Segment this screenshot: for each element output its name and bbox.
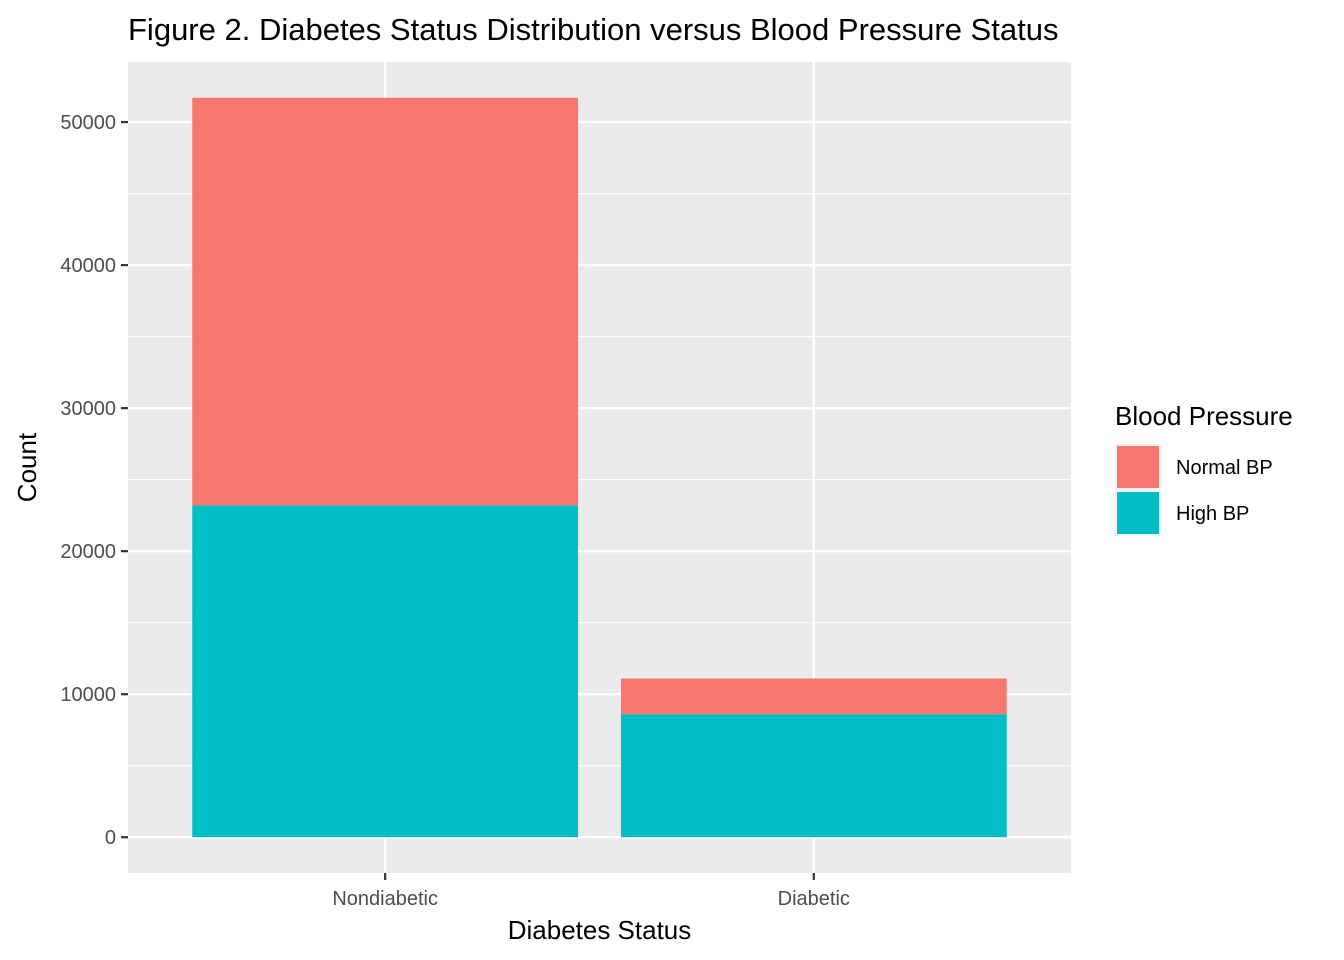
bars	[192, 97, 1007, 838]
y-tick-label: 50000	[60, 112, 116, 134]
x-axis: Nondiabetic Diabetic	[332, 873, 850, 910]
y-tick-label: 0	[105, 827, 116, 849]
bar-nondiabetic-normal-bp	[192, 97, 579, 506]
legend-label: Normal BP	[1176, 457, 1273, 479]
y-tick-label: 20000	[60, 541, 116, 563]
x-tick-label: Nondiabetic	[332, 888, 438, 910]
y-tick-label: 10000	[60, 684, 116, 706]
y-axis-title: Count	[12, 432, 42, 502]
legend-label: High BP	[1176, 503, 1249, 525]
bar-diabetic-high-bp	[620, 714, 1007, 838]
y-axis: 0 10000 20000 30000 40000 50000	[60, 112, 128, 849]
legend-swatch	[1117, 446, 1159, 488]
legend-title: Blood Pressure	[1115, 401, 1293, 431]
y-tick-label: 30000	[60, 398, 116, 420]
x-tick-label: Diabetic	[778, 888, 850, 910]
y-tick-label: 40000	[60, 255, 116, 277]
chart-title: Figure 2. Diabetes Status Distribution v…	[128, 12, 1058, 47]
legend-swatch	[1117, 492, 1159, 534]
legend: Blood Pressure Normal BP High BP	[1115, 401, 1293, 536]
bar-diabetic-normal-bp	[620, 678, 1007, 715]
bar-nondiabetic-high-bp	[192, 505, 579, 838]
x-axis-title: Diabetes Status	[508, 915, 692, 945]
